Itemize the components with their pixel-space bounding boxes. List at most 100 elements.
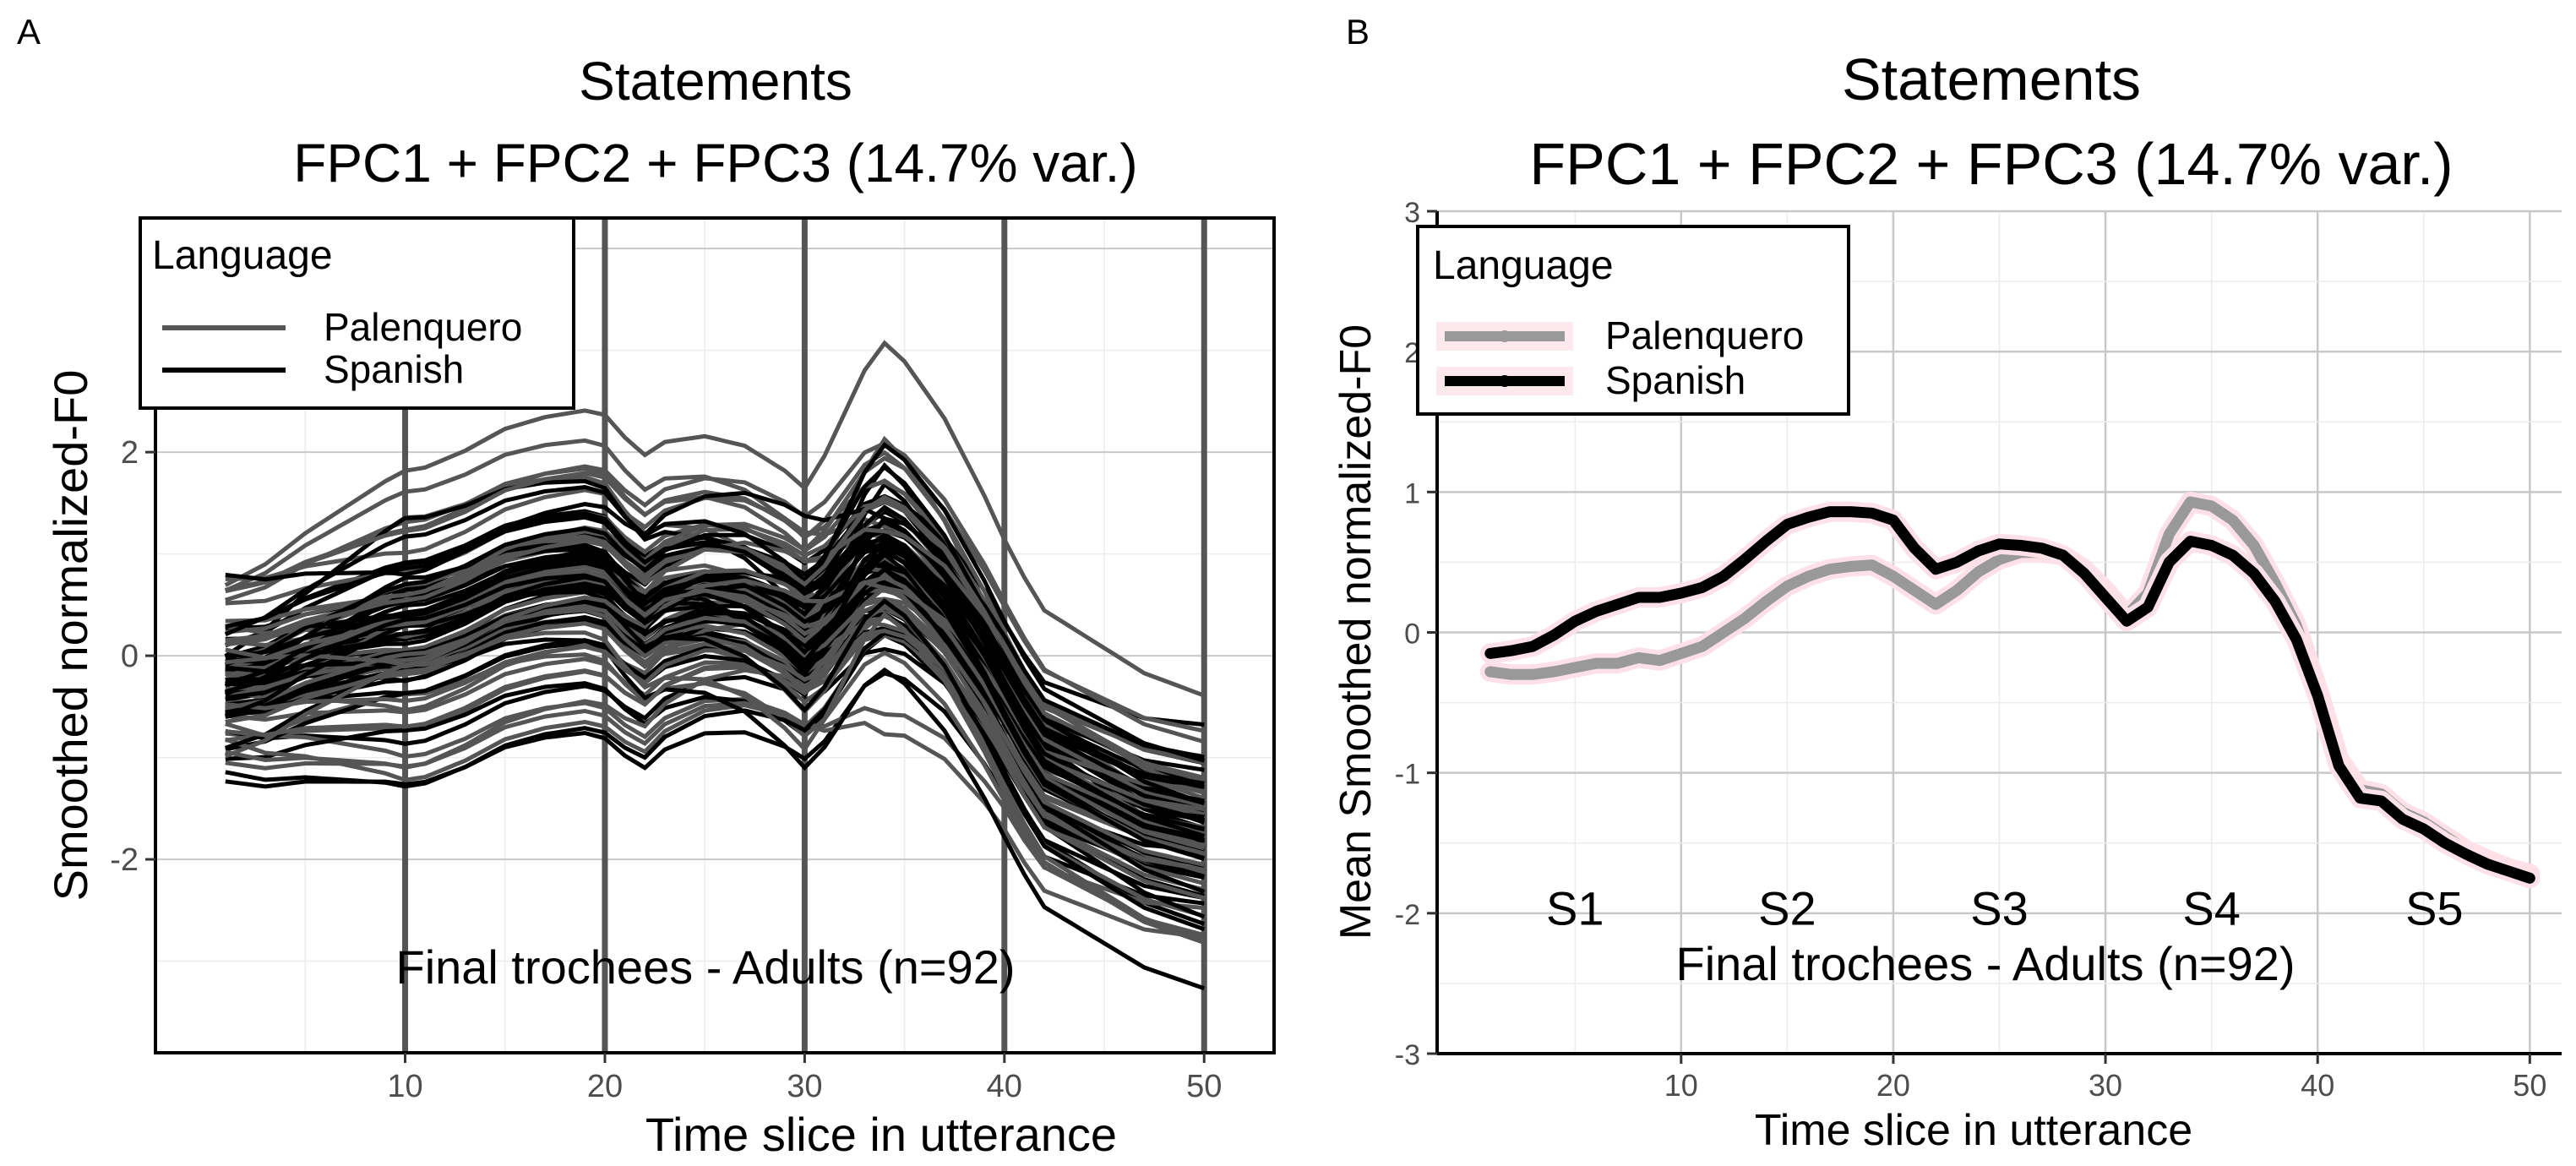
panel-a-curve-palenquero [225, 604, 1205, 901]
panel-b-point-spanish [2462, 850, 2470, 858]
panel-a-legend: Language Palenquero Spanish [139, 216, 575, 410]
panel-b-point-spanish [2292, 635, 2301, 644]
panel-b-legend-dot-spanish [1499, 375, 1511, 387]
panel-a-x-tick-label: 20 [587, 1069, 623, 1104]
panel-a-legend-box [139, 216, 575, 410]
panel-b-x-axis-label: Time slice in utterance [1755, 1106, 2192, 1155]
panel-b: B Statements FPC1 + FPC2 + FPC3 (14.7% v… [1332, 12, 2562, 1155]
panel-a-y-axis-label: Smoothed normalized-F0 [44, 370, 97, 902]
panel-b-point-palenquero [1804, 572, 1813, 580]
panel-a-x-axis-label: Time slice in utterance [645, 1108, 1117, 1161]
panel-b-point-palenquero [1485, 667, 1495, 676]
panel-b-point-spanish [2249, 569, 2258, 578]
panel-b-point-spanish [1804, 513, 1813, 522]
panel-b-point-spanish [2377, 796, 2386, 805]
panel-a: A Statements FPC1 + FPC2 + FPC3 (14.7% v… [17, 12, 1276, 1161]
panel-b-region-label: S2 [1758, 882, 1816, 935]
panel-b-x-tick-label: 50 [2513, 1068, 2546, 1103]
panel-b-annotation: Final trochees - Adults (n=92) [1675, 937, 2295, 990]
panel-b-point-palenquero [1974, 568, 1983, 576]
panel-a-curve-palenquero [225, 629, 1205, 872]
panel-b-point-palenquero [1910, 586, 1919, 595]
panel-a-curve-spanish [225, 520, 1205, 790]
panel-b-point-spanish [1676, 589, 1686, 597]
panel-b-point-spanish [2313, 691, 2323, 700]
panel-a-title-line1: Statements [579, 51, 852, 112]
panel-b-plot-area [1435, 210, 2562, 1055]
panel-b-point-spanish [2334, 761, 2344, 771]
panel-b-point-spanish [1655, 593, 1664, 602]
panel-b-x-tick-label: 40 [2301, 1068, 2334, 1103]
panel-b-legend-label-palenquero: Palenquero [1605, 313, 1804, 357]
panel-b-point-spanish [2143, 602, 2153, 612]
panel-b-point-spanish [1910, 543, 1919, 553]
panel-b-y-tick-label: 0 [1404, 618, 1420, 651]
panel-b-point-palenquero [1846, 562, 1855, 571]
panel-b-region-label: S5 [2405, 882, 2464, 935]
panel-a-title-line2: FPC1 + FPC2 + FPC3 (14.7% var.) [293, 133, 1137, 193]
panel-a-legend-title: Language [152, 233, 333, 278]
panel-a-ticks: 10 20 30 40 50 -2 0 2 [110, 435, 1222, 1104]
panel-b-point-palenquero [1592, 659, 1601, 668]
panel-b-series [1479, 492, 2541, 889]
panel-b-point-spanish [1825, 507, 1834, 516]
panel-b-title-line1: Statements [1842, 46, 2141, 112]
panel-b-point-palenquero [1867, 560, 1876, 569]
panel-b-point-spanish [2398, 815, 2407, 824]
panel-b-point-palenquero [1697, 642, 1707, 651]
panel-a-curves [224, 340, 1206, 991]
panel-b-point-spanish [2355, 793, 2365, 803]
panel-b-point-spanish [1697, 583, 1707, 592]
panel-a-legend-label-palenquero: Palenquero [324, 305, 522, 349]
panel-b-point-palenquero [1528, 670, 1537, 679]
panel-a-curve-palenquero [225, 604, 1205, 847]
panel-b-y-tick-label: 3 [1404, 197, 1420, 229]
panel-b-label: B [1346, 12, 1370, 52]
panel-a-plot-area [154, 216, 1276, 1054]
panel-b-point-spanish [2080, 569, 2089, 578]
panel-b-point-palenquero [1995, 555, 2004, 564]
panel-b-point-palenquero [2228, 515, 2237, 525]
panel-b-point-spanish [2504, 867, 2513, 875]
panel-b-legend-box [1416, 225, 1850, 416]
panel-a-curve-spanish [224, 590, 1206, 932]
panel-b-point-spanish [1931, 564, 1941, 574]
panel-b-point-palenquero [1888, 572, 1898, 580]
panel-b-point-palenquero [1613, 659, 1622, 668]
panel-b-x-tick-label: 10 [1664, 1068, 1698, 1103]
panel-b-point-spanish [1867, 509, 1876, 518]
panel-b-title-line2: FPC1 + FPC2 + FPC3 (14.7% var.) [1529, 131, 2453, 197]
panel-b-point-spanish [2525, 874, 2535, 883]
panel-b-legend-title: Language [1433, 243, 1614, 288]
panel-a-x-tick-label: 40 [987, 1069, 1022, 1104]
panel-b-x-tick-label: 30 [2089, 1068, 2122, 1103]
panel-b-point-palenquero [1952, 586, 1962, 595]
panel-a-curve-palenquero [224, 340, 1206, 698]
panel-b-y-axis-label: Mean Smoothed normalized-F0 [1332, 324, 1381, 940]
panel-b-point-palenquero [1825, 564, 1834, 574]
panel-b-point-palenquero [1740, 613, 1750, 623]
panel-b-point-spanish [2037, 543, 2046, 553]
panel-b-point-spanish [2207, 541, 2216, 550]
panel-b-point-spanish [2165, 558, 2174, 567]
panel-b-point-spanish [1571, 617, 1580, 626]
panel-b-point-spanish [1952, 558, 1962, 567]
panel-b-point-palenquero [1762, 597, 1771, 606]
panel-b-y-tick-label: 1 [1404, 477, 1420, 509]
panel-b-point-palenquero [1571, 663, 1580, 672]
panel-b-point-palenquero [2207, 501, 2216, 510]
panel-b-point-spanish [1613, 600, 1622, 609]
panel-a-x-tick-label: 30 [787, 1069, 822, 1104]
panel-b-point-spanish [1485, 649, 1495, 658]
panel-b-point-spanish [1888, 515, 1898, 525]
panel-a-y-tick-label: 2 [121, 435, 139, 471]
panel-a-curve-spanish [224, 464, 1206, 806]
panel-a-axes-frame [154, 216, 1276, 1054]
panel-a-curve-spanish [225, 515, 1206, 838]
panel-b-region-label: S4 [2182, 882, 2241, 935]
panel-b-y-tick-label: -3 [1395, 1039, 1420, 1071]
panel-b-point-palenquero [1634, 653, 1643, 662]
panel-a-label: A [17, 12, 41, 52]
